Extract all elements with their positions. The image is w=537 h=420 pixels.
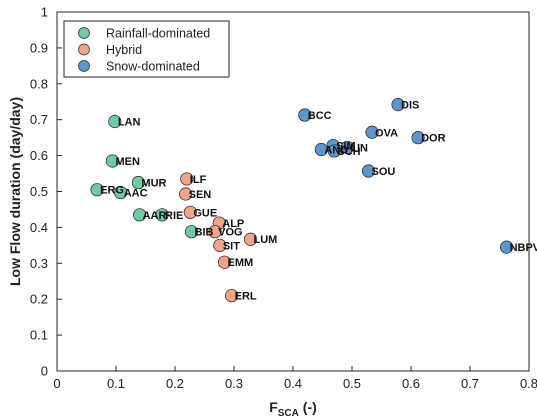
x-tick-label: 0	[53, 376, 60, 391]
point-label-bcc: BCC	[308, 110, 332, 122]
point-label-dor: DOR	[421, 133, 446, 145]
point-label-alp: ALP	[222, 218, 244, 230]
point-rainfall-dominated-aar	[133, 208, 147, 222]
point-label-sim: SIM	[336, 141, 356, 153]
point-hybrid-sen	[179, 187, 193, 201]
legend: Rainfall-dominated Hybrid Snow-dominated	[63, 20, 230, 78]
y-tick-label: 0.4	[30, 220, 48, 235]
y-tick-label: 0	[41, 364, 48, 379]
point-label-aar: AAR	[143, 210, 167, 222]
point-label-nbpv: NBPV	[510, 242, 537, 254]
x-tick-label: 0.5	[343, 376, 361, 391]
point-rainfall-dominated-mur	[131, 175, 146, 190]
point-snow-dominated-sch	[327, 144, 341, 158]
point-hybrid-ilf	[180, 172, 194, 186]
point-snow-dominated-ova	[365, 125, 379, 139]
point-hybrid-sit	[213, 238, 227, 252]
y-tick-label: 0.5	[30, 184, 48, 199]
legend-label-rainfall-dominated: Rainfall-dominated	[106, 27, 210, 41]
x-tick-label: 0.7	[461, 376, 479, 391]
point-hybrid-vog	[208, 225, 222, 239]
x-axis-title-subscript: SCA	[278, 408, 299, 419]
point-label-sen: SEN	[189, 189, 212, 201]
y-axis-title: Low Flow duration (day/day)	[7, 97, 23, 286]
point-label-gue: GUE	[193, 207, 217, 219]
point-label-mur: MUR	[141, 178, 166, 190]
legend-items: Rainfall-dominated Hybrid Snow-dominated	[78, 27, 210, 74]
legend-box	[63, 20, 230, 78]
axes: 0 0.1 0.2 0.3 0.4 0.5 0.6 0.7 0.8 0 0.1 0.2 0.3 0.4 0.…	[30, 5, 537, 392]
y-tick-label: 0.2	[30, 292, 48, 307]
point-label-lum: LUM	[254, 234, 278, 246]
point-label-sch: SCH	[337, 146, 360, 158]
y-tick-label: 0.6	[30, 148, 48, 163]
point-snow-dominated-and	[314, 142, 328, 157]
x-tick-label: 0.4	[284, 376, 302, 391]
point-rainfall-dominated-lan	[108, 114, 122, 129]
x-axis-title-main: F	[269, 399, 278, 415]
point-snow-dominated-sou	[361, 164, 376, 178]
y-tick-label: 0.9	[30, 40, 48, 55]
point-label-erl: ERL	[235, 291, 257, 303]
y-tick-label: 0.8	[30, 76, 48, 91]
y-tick-label: 1	[41, 5, 48, 20]
x-axis-title-unit: (-)	[299, 399, 317, 415]
point-snow-dominated-lin	[340, 140, 354, 154]
x-tick-label: 0.2	[166, 376, 184, 391]
point-label-ilf: ILF	[190, 174, 207, 186]
data-points	[90, 98, 514, 303]
legend-label-hybrid: Hybrid	[106, 43, 142, 57]
point-rainfall-dominated-aac	[114, 185, 128, 200]
point-rainfall-dominated-rie	[155, 208, 169, 222]
point-hybrid-lum	[243, 232, 258, 246]
point-hybrid-gue	[183, 205, 197, 219]
point-snow-dominated-dor	[411, 131, 425, 145]
point-rainfall-dominated-erg	[90, 183, 104, 197]
point-label-sou: SOU	[372, 166, 396, 178]
point-rainfall-dominated-bib	[184, 225, 199, 239]
point-snow-dominated-bcc	[298, 108, 312, 122]
point-label-rie: RIE	[165, 210, 183, 222]
point-rainfall-dominated-men	[105, 154, 120, 168]
legend-label-snow-dominated: Snow-dominated	[106, 60, 200, 74]
x-tick-label: 0.8	[520, 376, 537, 391]
point-label-emm: EMM	[228, 257, 254, 269]
point-label-men: MEN	[115, 156, 139, 168]
point-label-bib: BIB	[195, 227, 214, 239]
x-tick-label: 0.1	[107, 376, 125, 391]
point-label-and: AND	[324, 144, 348, 156]
point-label-lin: LIN	[350, 142, 368, 154]
legend-marker-rainfall-dominated	[78, 27, 90, 39]
point-hybrid-emm	[217, 255, 232, 269]
y-tick-label: 0.1	[30, 328, 48, 343]
point-snow-dominated-dis	[391, 98, 405, 112]
legend-marker-snow-dominated	[78, 60, 90, 72]
y-tick-label: 0.7	[30, 112, 48, 127]
x-axis-title: FSCA (-)	[269, 399, 317, 419]
point-snow-dominated-nbpv	[499, 240, 514, 254]
point-label-lan: LAN	[118, 116, 141, 128]
point-label-dis: DIS	[401, 100, 419, 112]
point-label-erg: ERG	[100, 185, 124, 197]
x-tick-label: 0.6	[402, 376, 420, 391]
legend-marker-hybrid	[78, 43, 90, 56]
x-tick-label: 0.3	[225, 376, 243, 391]
point-label-ova: OVA	[375, 127, 398, 139]
point-hybrid-erl	[225, 289, 239, 303]
y-tick-label: 0.3	[30, 256, 48, 271]
point-label-sit: SIT	[223, 240, 240, 252]
point-label-vog: VOG	[218, 227, 242, 239]
point-label-aac: AAC	[124, 188, 148, 200]
